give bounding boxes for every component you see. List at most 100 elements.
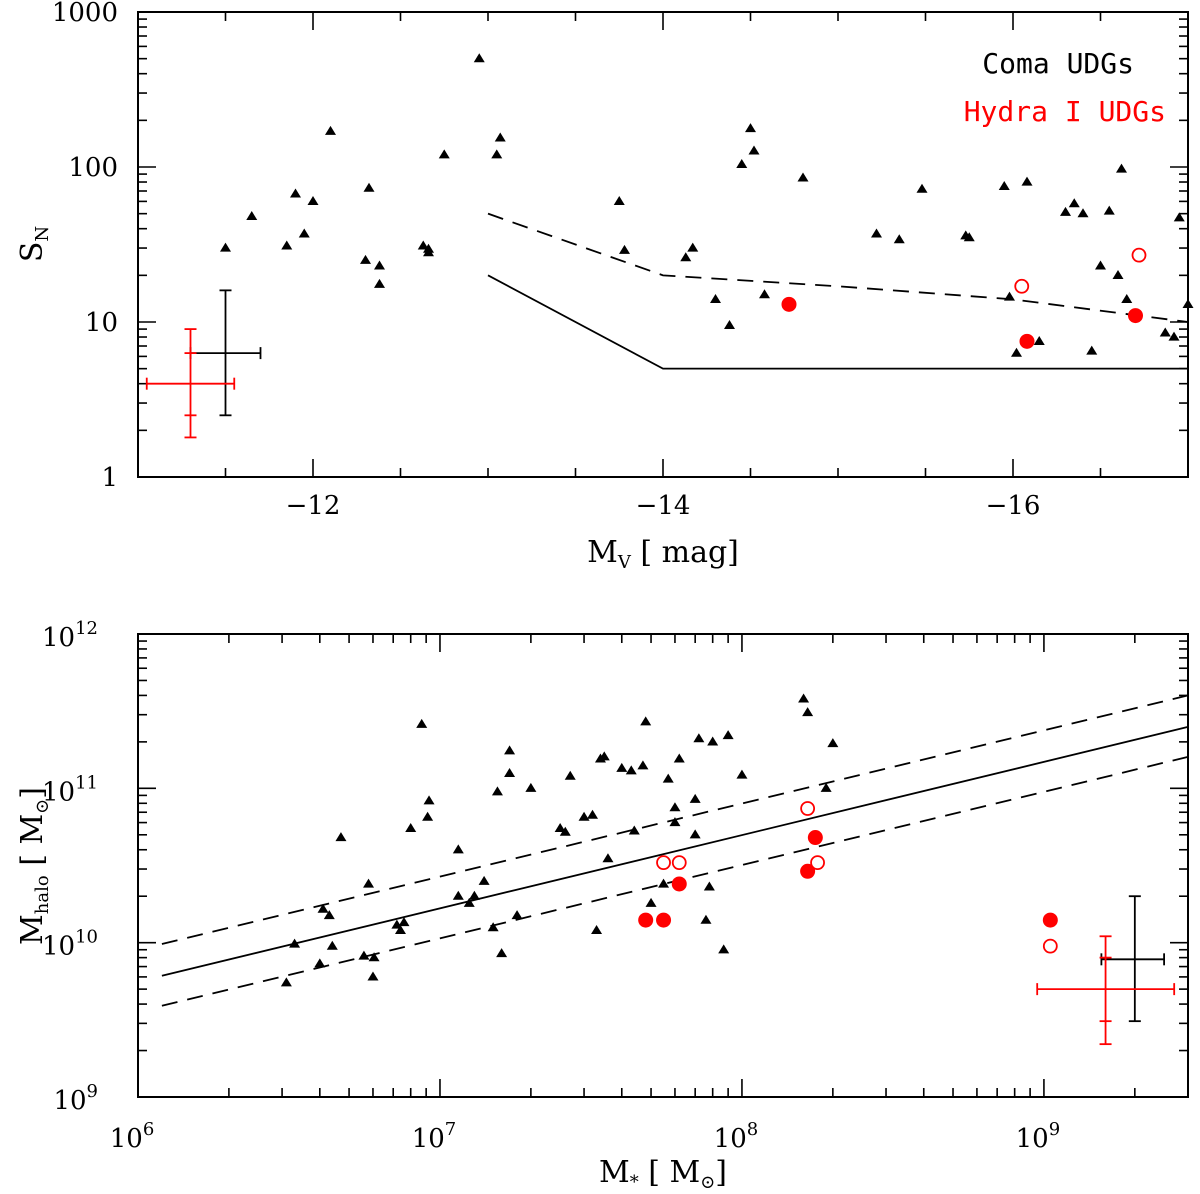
triangle-point: [591, 925, 603, 935]
y-tick-label: 1010: [42, 927, 98, 962]
triangle-point: [496, 948, 508, 958]
x-tick-label: −12: [286, 491, 341, 521]
triangle-point: [736, 158, 748, 168]
triangle-point: [759, 289, 770, 299]
triangle-point: [368, 952, 380, 962]
triangle-point: [893, 234, 905, 244]
triangle-point: [1095, 260, 1106, 270]
triangle-point: [1112, 269, 1124, 279]
x-tick-label: 109: [1016, 1119, 1061, 1154]
triangle-point: [1182, 298, 1194, 308]
triangle-point: [307, 195, 319, 205]
filled-circle-point: [638, 912, 654, 928]
triangle-point: [281, 240, 293, 250]
legend-entry-hydra: Hydra I UDGs: [964, 95, 1166, 128]
x-axis-label: MV [ mag]: [587, 535, 739, 573]
open-circle-point: [1014, 278, 1030, 294]
triangle-point: [554, 823, 566, 833]
solid-line: [487, 274, 1188, 370]
triangle-point: [363, 182, 375, 192]
triangle-point: [724, 320, 735, 330]
triangle-point: [718, 944, 730, 954]
sn-vs-mv-panel: −12 −14 −16 1 10 100 1000 MV [ mag] SN Coma UD…: [15, 0, 1194, 573]
triangle-point: [317, 903, 329, 913]
filled-circle-point: [1128, 308, 1143, 324]
triangle-point: [1077, 208, 1089, 218]
triangle-point: [478, 875, 490, 885]
filled-circle-point: [671, 876, 687, 892]
triangle-point: [487, 922, 499, 932]
triangle-point: [587, 809, 599, 819]
triangle-point: [1004, 291, 1015, 301]
x-tick-label: 106: [110, 1119, 155, 1154]
triangle-point: [998, 180, 1010, 190]
model-lines: [487, 212, 1189, 370]
tick-marks: [137, 634, 1189, 1097]
triangle-point: [625, 765, 637, 775]
filled-circle-point: [1019, 333, 1035, 349]
error-bars: [1036, 895, 1176, 1046]
triangle-point: [564, 770, 576, 780]
triangle-point: [423, 795, 435, 805]
triangle-point: [619, 244, 630, 254]
triangle-point: [703, 881, 715, 891]
triangle-point: [820, 782, 832, 792]
y-tick-label: 100: [68, 153, 118, 183]
triangle-point: [707, 736, 719, 746]
triangle-point: [468, 890, 480, 900]
triangle-point: [511, 910, 523, 920]
filled-circle-point: [1042, 912, 1058, 928]
x-tick-label: −16: [986, 491, 1041, 521]
triangle-point: [398, 917, 410, 927]
x-tick-label: 107: [412, 1119, 457, 1154]
triangle-point: [598, 751, 610, 761]
triangle-point: [797, 172, 809, 182]
triangle-point: [689, 829, 701, 839]
triangle-point: [616, 762, 628, 772]
triangle-point: [669, 817, 681, 827]
legend-entry-coma: Coma UDGs: [982, 47, 1134, 80]
triangle-point: [246, 211, 258, 221]
error-bars: [145, 289, 262, 439]
triangle-point: [491, 149, 503, 159]
solid-line: [161, 726, 1189, 977]
x-axis-label: M* [ M⊙]: [599, 1155, 727, 1193]
triangle-point: [367, 971, 379, 981]
open-circle-point: [810, 855, 825, 871]
dashed-line: [487, 212, 1189, 323]
triangle-point: [1021, 176, 1033, 186]
triangle-point: [1086, 345, 1098, 355]
model-lines: [161, 694, 1189, 1007]
y-tick-label: 1: [101, 463, 118, 493]
tick-marks: [137, 12, 1189, 477]
open-circle-point: [1042, 938, 1058, 954]
triangle-point: [680, 252, 692, 262]
triangle-point: [687, 242, 699, 252]
y-tick-label: 1011: [42, 772, 98, 807]
triangle-point: [710, 293, 721, 303]
y-axis-label: SN: [15, 226, 53, 262]
triangle-point: [1068, 198, 1080, 208]
triangle-point: [423, 243, 434, 253]
triangle-point: [405, 823, 417, 833]
triangle-point: [438, 149, 450, 159]
triangle-point: [280, 977, 292, 987]
triangle-point: [827, 738, 839, 748]
tick-labels: −12 −14 −16 1 10 100 1000: [52, 0, 1041, 521]
triangle-point: [494, 132, 506, 142]
y-axis-label: Mhalo [ M⊙]: [15, 787, 53, 945]
triangle-point: [363, 878, 375, 888]
triangle-point: [326, 940, 338, 950]
triangle-point: [325, 125, 336, 135]
data-points: [280, 693, 1058, 987]
triangle-point: [452, 844, 464, 854]
triangle-point: [504, 745, 516, 755]
triangle-point: [1168, 331, 1180, 341]
filled-circle-point: [781, 296, 797, 312]
triangle-point: [473, 53, 485, 63]
triangle-point: [525, 782, 537, 792]
plot-frame: [137, 11, 1189, 478]
triangle-point: [673, 753, 685, 763]
y-tick-label: 10: [85, 308, 118, 338]
